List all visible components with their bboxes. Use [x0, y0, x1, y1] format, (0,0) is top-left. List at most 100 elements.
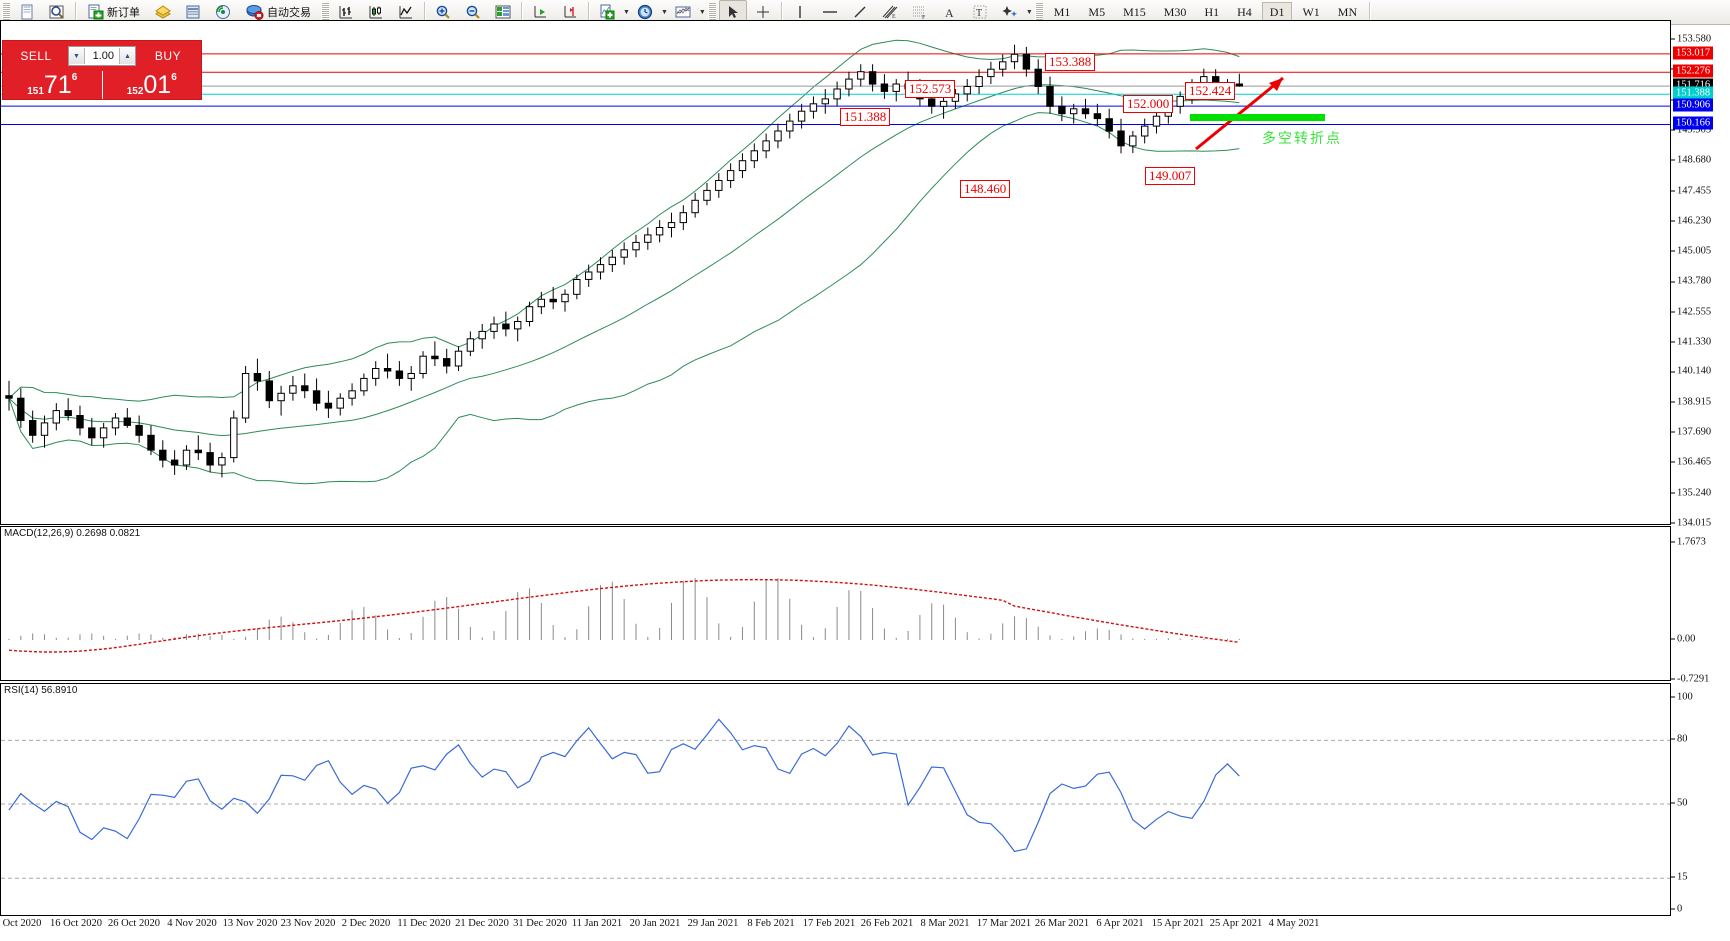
macd-tick: -0.7291 [1671, 674, 1709, 685]
trendline-button[interactable] [846, 0, 874, 24]
time-axis-label: 11 Dec 2020 [397, 918, 451, 929]
macd-pane[interactable]: MACD(12,26,9) 0.2698 0.0821 [0, 526, 1671, 681]
volume-decrement-button[interactable]: ▼ [69, 47, 85, 64]
timeframe-d1[interactable]: D1 [1261, 2, 1293, 22]
price-tick: 140.140 [1671, 366, 1711, 377]
toolbar-grip-4[interactable] [1034, 2, 1043, 22]
chevron-down-icon-2[interactable]: ▼ [660, 8, 668, 16]
add-indicator-button[interactable] [593, 0, 621, 24]
price-tick: 136.465 [1671, 457, 1711, 468]
time-axis-label: 25 Apr 2021 [1209, 918, 1263, 929]
price-badge-0: 153.017 [1673, 46, 1714, 60]
buy-price-pips: 01 [143, 71, 172, 99]
time-axis-label: 23 Nov 2020 [280, 918, 336, 929]
time-axis-label: 11 Jan 2021 [571, 918, 623, 929]
sell-price-big-figure: 151 [27, 86, 44, 97]
price-chart-canvas [1, 39, 1670, 485]
rsi-label: RSI(14) 56.8910 [4, 685, 78, 696]
time-axis-label: 15 Apr 2021 [1151, 918, 1205, 929]
toolbar-separator-5 [588, 2, 589, 22]
new-order-button[interactable]: 新订单 [80, 0, 147, 24]
fibonacci-button[interactable]: F [906, 0, 934, 24]
price-tick: 143.780 [1671, 276, 1711, 287]
crosshair-button[interactable] [749, 0, 777, 24]
toolbar-grip-2[interactable] [321, 2, 329, 22]
timeframe-h1[interactable]: H1 [1204, 4, 1220, 19]
sell-label[interactable]: SELL [20, 48, 52, 63]
buy-price-fraction: 6 [171, 72, 177, 83]
chart-shift-button[interactable] [556, 0, 584, 24]
autotrading-label: 自动交易 [267, 7, 311, 19]
macd-tick: 0.00 [1671, 633, 1695, 644]
timeframe-m5[interactable]: M5 [1088, 4, 1106, 19]
timeframe-w1[interactable]: W1 [1302, 4, 1320, 19]
macd-canvas [8, 578, 1240, 653]
text-button[interactable]: A [936, 0, 964, 24]
svg-text:F: F [922, 15, 926, 20]
timeframe-m1[interactable]: M1 [1053, 4, 1071, 19]
timeframe-m15[interactable]: M15 [1123, 4, 1146, 19]
rsi-tick: 100 [1671, 692, 1693, 703]
price-scale[interactable]: 153.580152.355151.130149.905148.680147.4… [1671, 20, 1730, 529]
grid-window-button[interactable] [489, 0, 517, 24]
toolbar-grip-3[interactable] [707, 2, 716, 22]
chevron-down-icon[interactable]: ▼ [623, 8, 630, 16]
panel-divider [101, 71, 103, 99]
zoom-in-button[interactable] [429, 0, 457, 24]
price-tick: 142.555 [1671, 306, 1711, 317]
chevron-down-icon-3[interactable]: ▼ [698, 8, 706, 16]
horizontal-line-button[interactable] [816, 0, 844, 24]
text-label-button[interactable]: T [966, 0, 994, 24]
zoom-out-button[interactable] [459, 0, 487, 24]
volume-value[interactable]: 1.00 [92, 49, 114, 62]
rsi-tick: 15 [1671, 872, 1688, 883]
line-chart-button[interactable] [392, 0, 420, 24]
data-window-button[interactable] [179, 0, 207, 24]
timeframe-mn[interactable]: MN [1337, 4, 1358, 19]
market-watch-button[interactable] [43, 0, 71, 24]
navigator-button[interactable] [209, 0, 237, 24]
price-tick: 141.330 [1671, 337, 1711, 348]
sell-price-pips: 71 [43, 71, 72, 99]
shapes-button[interactable] [996, 0, 1024, 24]
price-chart-pane[interactable] [0, 20, 1671, 525]
price-badge-3: 151.388 [1673, 86, 1714, 100]
autotrading-button[interactable]: 自动交易 [239, 0, 318, 24]
time-axis-label: 8 Mar 2021 [920, 918, 970, 929]
new-document-button[interactable] [13, 0, 41, 24]
timeframe-h4[interactable]: H4 [1237, 4, 1252, 19]
time-axis-label: 21 Dec 2020 [455, 918, 509, 929]
buy-price-button[interactable]: 152 01 6 [103, 73, 202, 99]
buy-label[interactable]: BUY [154, 48, 182, 63]
toolbar-grip[interactable] [2, 2, 10, 22]
time-axis-label: 8 Feb 2021 [747, 918, 795, 929]
sell-price-fraction: 6 [71, 72, 78, 83]
bar-chart-button[interactable] [332, 0, 360, 24]
macd-tick: 1.7673 [1671, 537, 1706, 548]
rsi-pane[interactable]: RSI(14) 56.8910 [0, 683, 1671, 916]
one-click-trading-panel[interactable]: SELL ▼ 1.00 ▲ BUY 151 71 6 152 01 6 [2, 40, 202, 100]
equidistant-channel-button[interactable]: E [876, 0, 904, 24]
chevron-down-icon-4[interactable]: ▼ [1025, 8, 1033, 16]
price-tick: 145.005 [1671, 246, 1711, 257]
vertical-line-button[interactable] [786, 0, 814, 24]
time-axis-label: 26 Oct 2020 [108, 918, 160, 929]
time-axis-label: 20 Jan 2021 [629, 918, 681, 929]
rsi-tick: 80 [1671, 734, 1688, 745]
rsi-tick: 50 [1671, 798, 1688, 809]
volume-input[interactable]: ▼ 1.00 ▲ [68, 45, 136, 66]
candlestick-chart-button[interactable] [362, 0, 390, 24]
timeframe-m30[interactable]: M30 [1163, 4, 1187, 19]
autoscroll-button[interactable] [526, 0, 554, 24]
sell-price-button[interactable]: 151 71 6 [3, 73, 102, 99]
time-axis-label: 26 Mar 2021 [1034, 918, 1090, 929]
time-axis-label: 4 May 2021 [1268, 918, 1320, 929]
toolbar-separator-7 [1369, 2, 1371, 22]
volume-increment-button[interactable]: ▲ [119, 47, 135, 64]
expert-advisors-button[interactable] [149, 0, 177, 24]
price-tick: 135.240 [1671, 487, 1711, 498]
time-axis-label: 4 Nov 2020 [167, 918, 217, 929]
price-tick: 148.680 [1671, 155, 1711, 166]
periodicity-clock-button[interactable] [631, 0, 659, 24]
templates-button[interactable] [669, 0, 697, 24]
